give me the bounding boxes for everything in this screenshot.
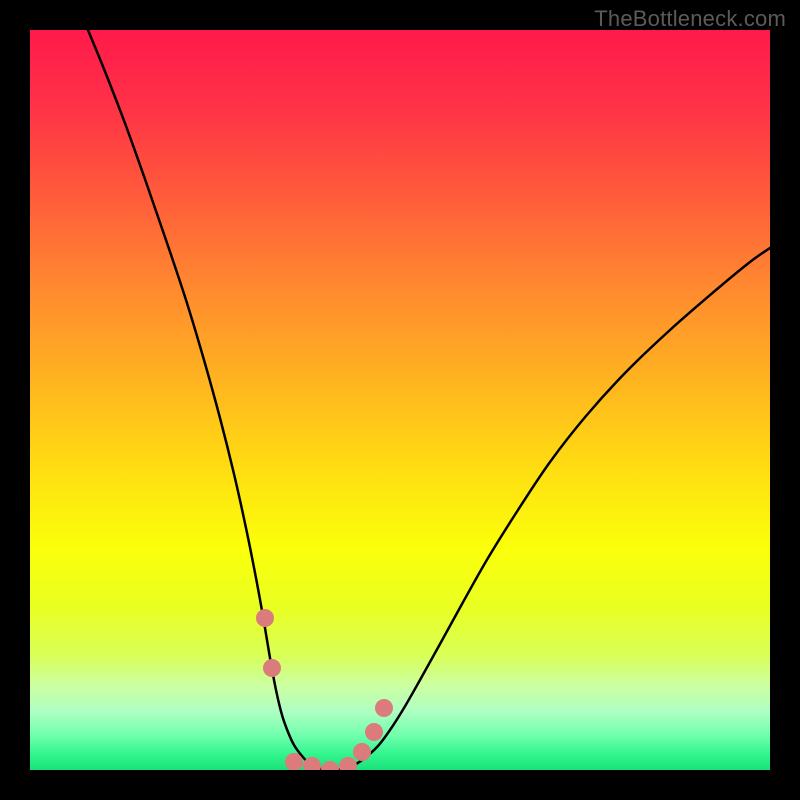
- curve-marker: [375, 699, 393, 717]
- curve-marker: [321, 761, 339, 770]
- curve-marker: [339, 757, 357, 770]
- bottleneck-curve: [30, 30, 770, 770]
- watermark-text: TheBottleneck.com: [594, 6, 786, 32]
- curve-right-branch: [326, 248, 770, 770]
- curve-left-branch: [88, 30, 326, 770]
- curve-marker: [365, 723, 383, 741]
- chart-frame: TheBottleneck.com: [0, 0, 800, 800]
- plot-area: [30, 30, 770, 770]
- curve-marker: [263, 659, 281, 677]
- curve-marker: [256, 609, 274, 627]
- curve-marker: [353, 743, 371, 761]
